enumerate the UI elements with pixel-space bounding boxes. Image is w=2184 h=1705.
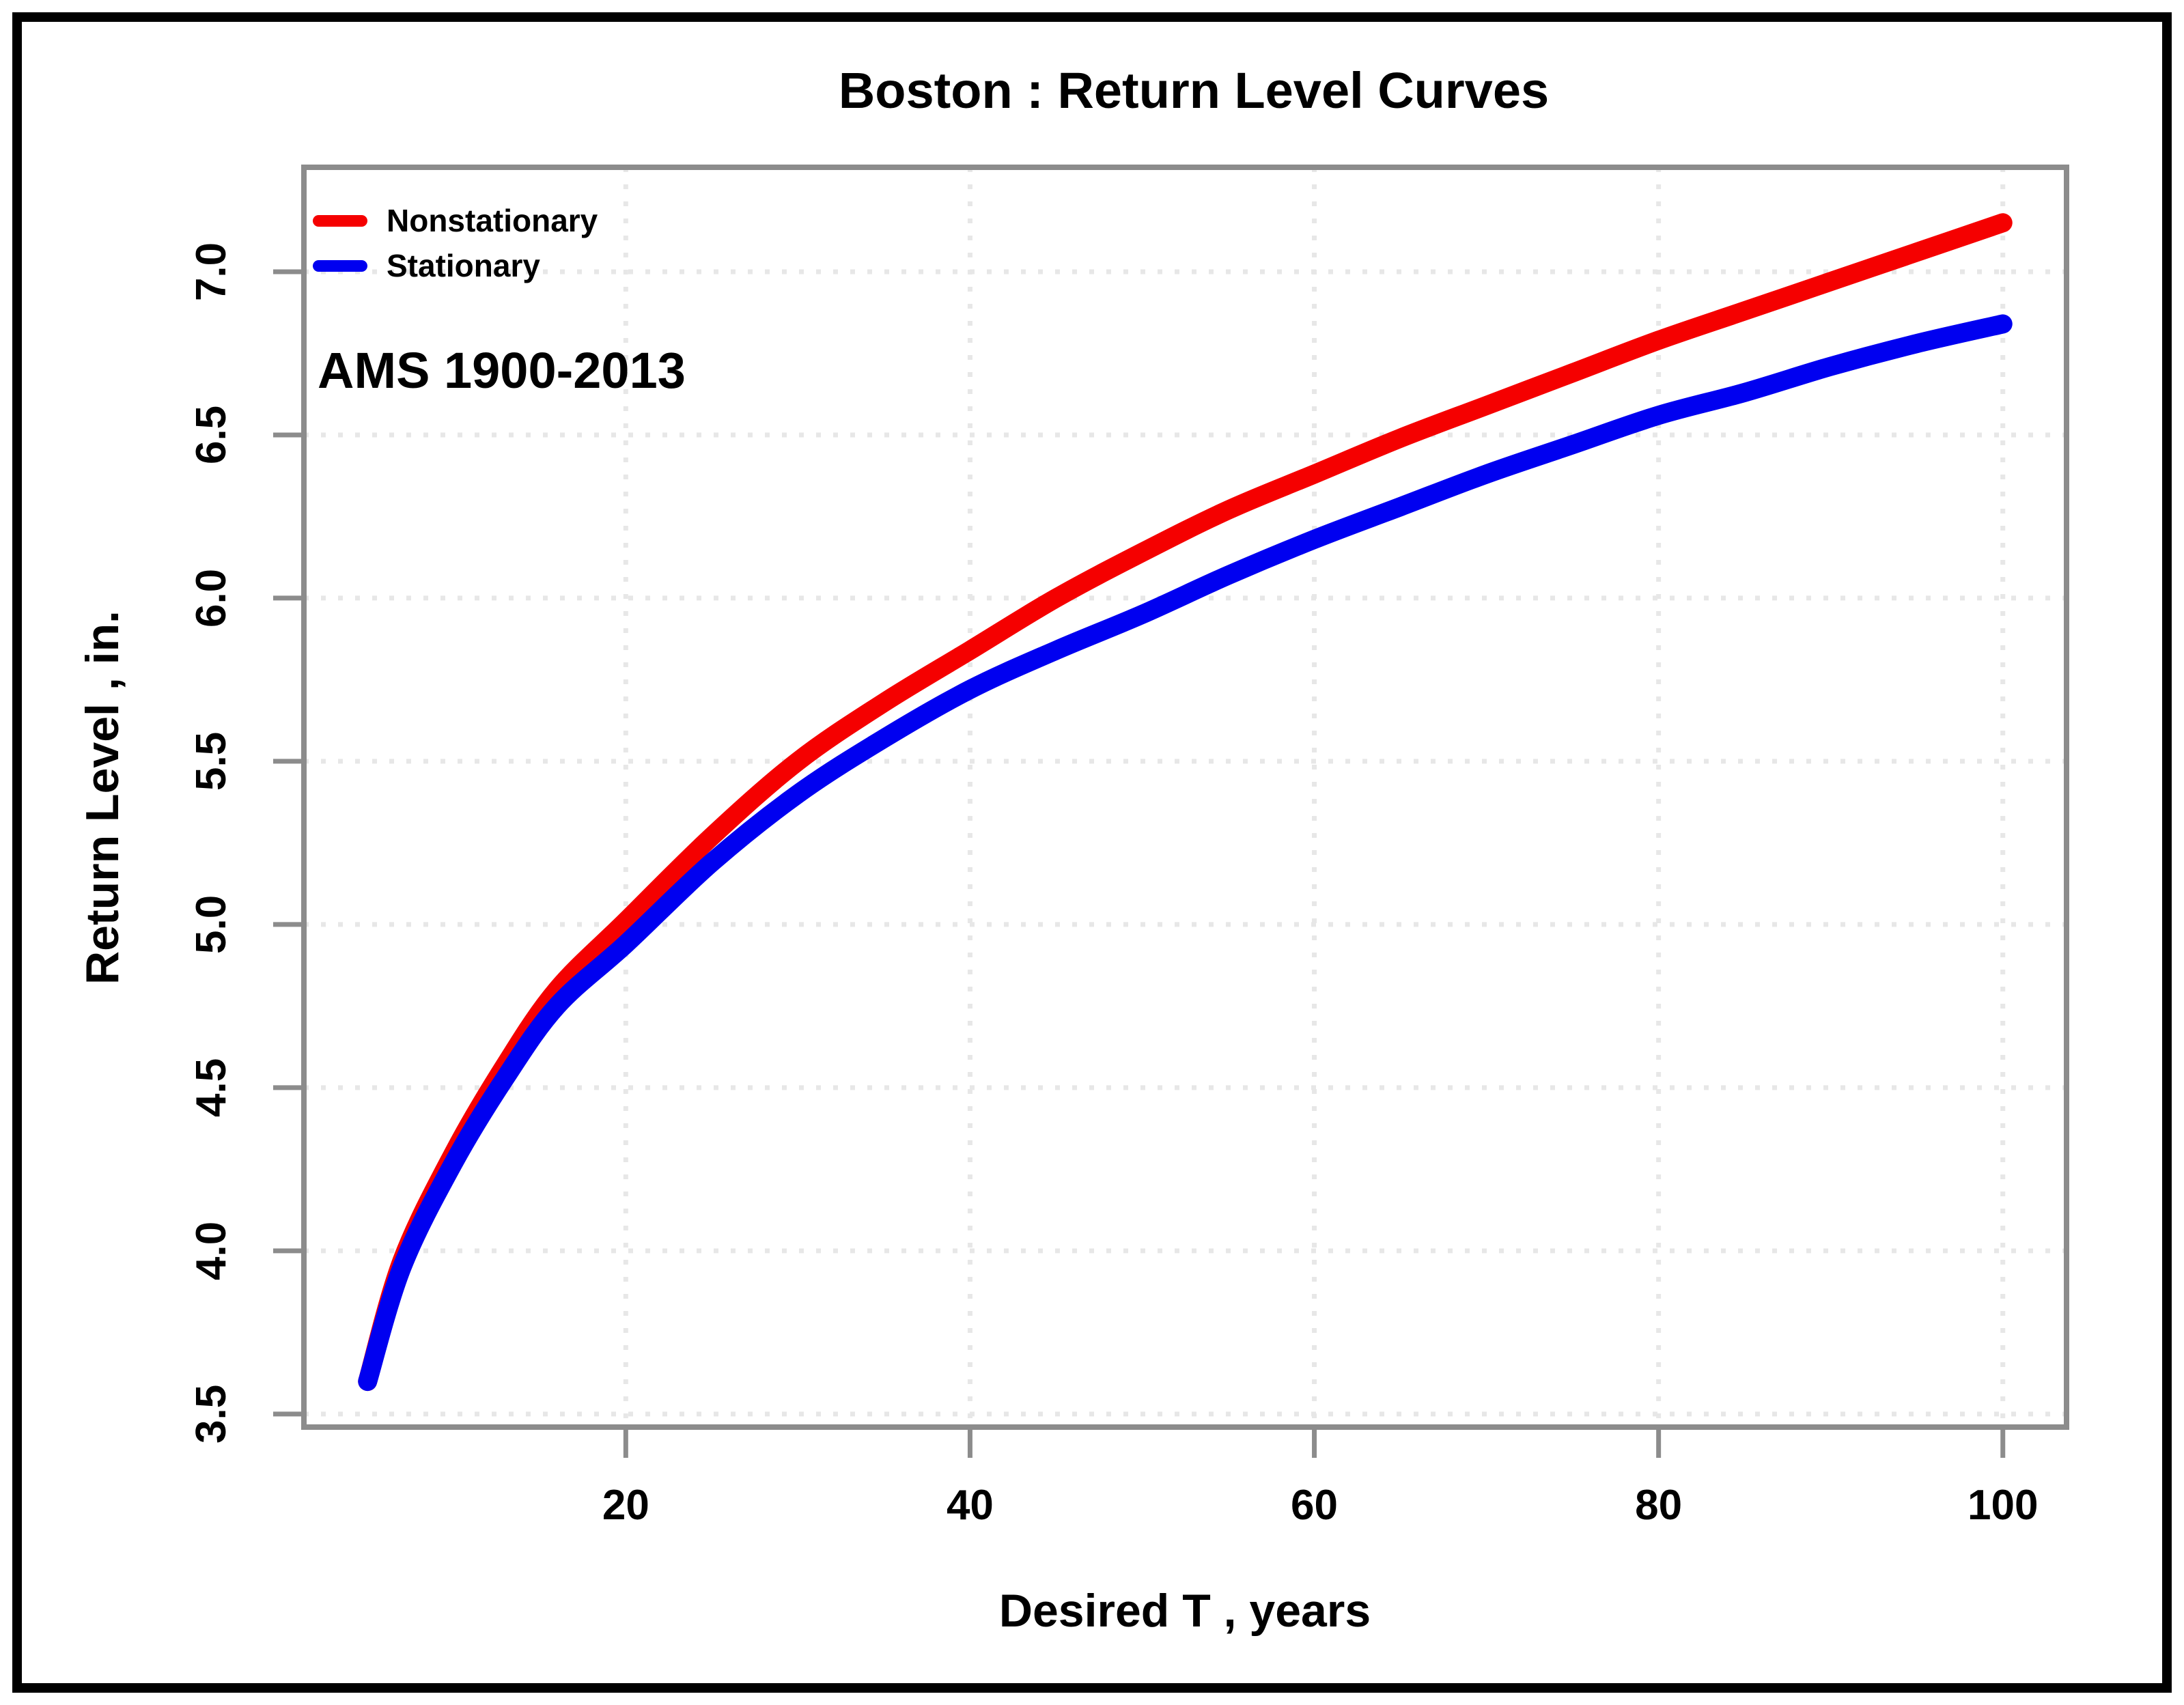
y-tick-label: 4.0 (188, 1222, 235, 1280)
annotation-ams: AMS 1900-2013 (318, 342, 686, 399)
y-tick-label: 4.5 (188, 1058, 235, 1117)
outer-black-frame (12, 12, 2172, 1693)
y-tick-label: 3.5 (188, 1385, 235, 1443)
legend-label-stationary: Stationary (387, 248, 540, 283)
chart-title: Boston : Return Level Curves (838, 62, 1550, 119)
stationary-curve (358, 314, 2013, 1392)
plot-border (301, 165, 2069, 1430)
legend-entry-nonstationary: Nonstationary (313, 205, 598, 236)
x-tick-label: 100 (1968, 1482, 2038, 1529)
x-tick-label: 60 (1291, 1482, 1338, 1529)
y-tick-label: 6.5 (188, 406, 235, 464)
x-axis-title: Desired T , years (998, 1585, 1371, 1637)
x-tick-label: 40 (947, 1482, 994, 1529)
y-axis-title: Return Level , in. (76, 610, 128, 985)
y-tick-label: 5.0 (188, 895, 235, 954)
legend-entry-stationary: Stationary (313, 250, 598, 281)
y-tick-label: 6.0 (188, 569, 235, 628)
y-tick-label: 5.5 (188, 732, 235, 791)
legend: Nonstationary Stationary (313, 205, 598, 281)
y-tick-label: 7.0 (188, 242, 235, 301)
x-tick-label: 20 (602, 1482, 649, 1529)
nonstationary-line-swatch (313, 214, 367, 227)
legend-label-nonstationary: Nonstationary (387, 203, 598, 238)
x-tick-label: 80 (1635, 1482, 1682, 1529)
stationary-line-swatch (313, 259, 367, 272)
